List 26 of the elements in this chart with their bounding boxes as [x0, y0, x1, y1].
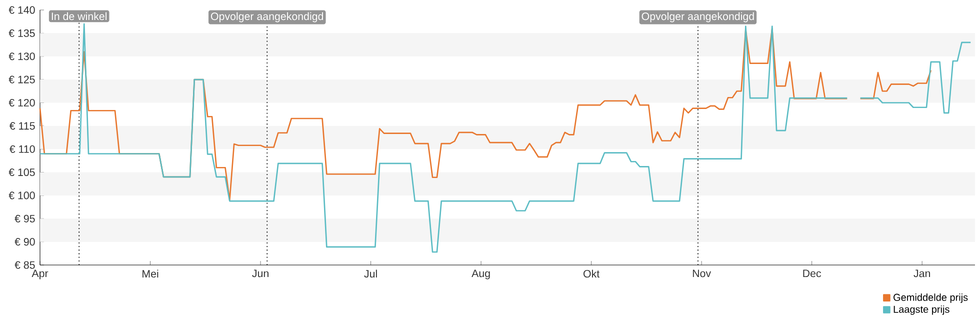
y-tick-label: € 85	[14, 261, 35, 269]
y-tick-label: € 125	[8, 76, 35, 84]
y-tick-label: € 110	[9, 145, 35, 153]
legend-label: Gemiddelde prijs	[894, 294, 968, 303]
y-tick-label: € 135	[8, 29, 35, 37]
y-tick-label: € 95	[14, 214, 35, 222]
y-tick-label: € 115	[9, 122, 35, 130]
legend-label: Laagste prijs	[894, 305, 950, 315]
annotation: Opvolger aangekondigd	[642, 12, 754, 22]
x-tick-label: Apr	[32, 270, 48, 280]
y-tick-label: € 100	[8, 192, 35, 200]
y-tick-label: € 130	[8, 52, 35, 60]
y-tick-label: € 105	[8, 168, 35, 176]
x-tick-label: Aug	[472, 270, 490, 280]
x-tick-label: Dec	[803, 270, 822, 278]
x-tick-label: Jun	[252, 270, 268, 278]
x-tick-label: Mei	[142, 270, 158, 278]
x-tick-label: Nov	[692, 270, 712, 278]
annotation: In de winkel	[52, 12, 107, 20]
y-tick-label: € 120	[8, 98, 35, 107]
y-tick-label: € 140	[8, 6, 35, 14]
x-tick-label: Okt	[584, 270, 600, 278]
y-tick-label: € 90	[14, 238, 35, 246]
x-tick-label: Jul	[364, 270, 377, 278]
x-tick-label: Jan	[914, 270, 930, 278]
annotation: Opvolger aangekondigd	[210, 12, 324, 22]
